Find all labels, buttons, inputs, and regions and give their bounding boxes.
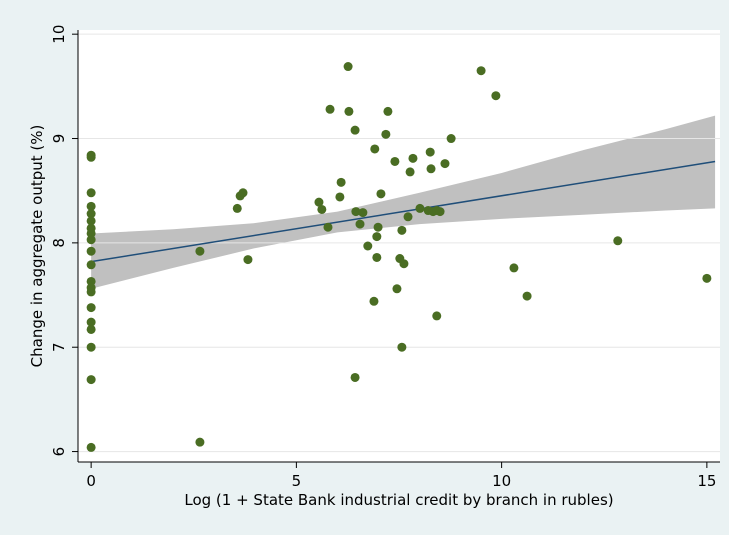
point (350, 125, 360, 135)
point (440, 159, 450, 169)
point (86, 209, 96, 219)
point (86, 260, 96, 270)
point (397, 225, 407, 235)
point (86, 235, 96, 245)
point (383, 106, 393, 116)
point (397, 342, 407, 352)
y-tick-label: 10 (50, 25, 68, 44)
y-tick-label: 7 (50, 342, 68, 352)
point (351, 207, 361, 217)
y-tick-label: 6 (50, 447, 68, 457)
point (376, 189, 386, 199)
point (86, 201, 96, 211)
x-axis-label: Log (1 + State Bank industrial credit by… (184, 491, 613, 509)
point (702, 273, 712, 283)
point (432, 311, 442, 321)
point (408, 153, 418, 163)
point (86, 303, 96, 313)
point (403, 212, 413, 222)
point (405, 167, 415, 177)
point (415, 203, 425, 213)
point (335, 192, 345, 202)
point (86, 287, 96, 297)
point (86, 276, 96, 286)
point (86, 324, 96, 334)
point (399, 259, 409, 269)
point (491, 91, 501, 101)
y-tick-label: 9 (50, 134, 68, 144)
point (390, 156, 400, 166)
point (325, 104, 335, 114)
point (476, 66, 486, 76)
point (232, 203, 242, 213)
point (373, 222, 383, 232)
point (238, 188, 248, 198)
point (435, 207, 445, 217)
point (86, 442, 96, 452)
point (343, 62, 353, 72)
point (344, 106, 354, 116)
point (372, 232, 382, 242)
point (323, 222, 333, 232)
x-tick-label: 5 (292, 472, 302, 490)
point (522, 291, 532, 301)
point (86, 317, 96, 327)
point (372, 252, 382, 262)
point (86, 188, 96, 198)
point (381, 129, 391, 139)
point (314, 197, 324, 207)
point (369, 296, 379, 306)
point (86, 342, 96, 352)
x-tick-label: 10 (492, 472, 511, 490)
point (355, 219, 365, 229)
y-tick-label: 8 (50, 238, 68, 248)
y-axis-label: Change in aggregate output (%) (28, 125, 46, 368)
point (86, 216, 96, 226)
point (446, 134, 456, 144)
point (425, 147, 435, 157)
point (243, 255, 253, 265)
point (392, 284, 402, 294)
point (86, 246, 96, 256)
point (358, 208, 368, 218)
point (195, 246, 205, 256)
point (613, 236, 623, 246)
x-tick-label: 15 (697, 472, 716, 490)
fit-line (91, 160, 716, 263)
confidence-band (91, 115, 716, 289)
point (86, 375, 96, 385)
point (317, 204, 327, 214)
point (509, 263, 519, 273)
point (86, 152, 96, 162)
point (86, 228, 96, 238)
x-tick-label: 0 (86, 472, 96, 490)
point (350, 372, 360, 382)
point (195, 437, 205, 447)
point (363, 241, 373, 251)
point (336, 177, 346, 187)
point (370, 144, 380, 154)
point (426, 164, 436, 174)
